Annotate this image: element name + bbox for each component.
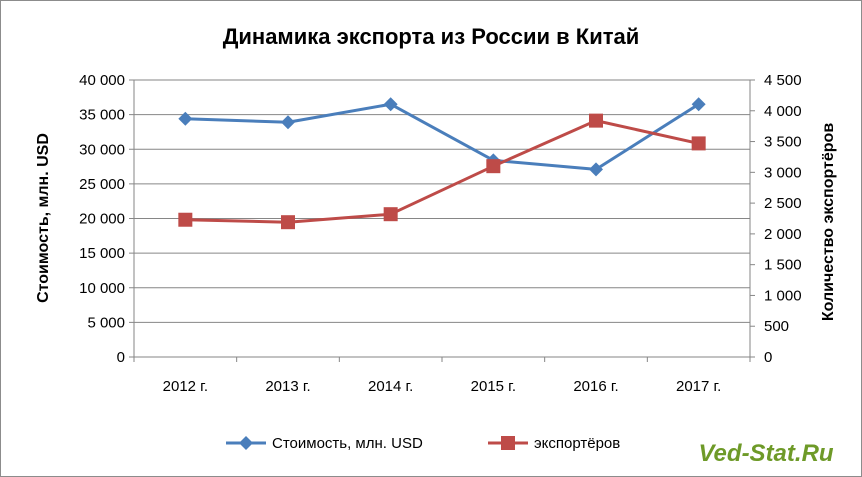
right-tick-label: 3 500 <box>764 134 802 151</box>
chart-title: Динамика экспорта из России в Китай <box>223 24 640 49</box>
right-tick-label: 2 000 <box>764 226 802 243</box>
left-axis-title: Стоимость, млн. USD <box>35 133 52 303</box>
right-axis-title: Количество экспортёров <box>820 123 837 322</box>
right-tick-label: 3 000 <box>764 164 802 181</box>
series-line <box>185 119 699 224</box>
data-point <box>281 115 295 130</box>
left-tick-label: 15 000 <box>79 245 125 262</box>
data-point <box>691 136 706 151</box>
right-tick-label: 2 500 <box>764 195 802 212</box>
data-point <box>691 97 706 112</box>
left-axis-ticks: 0 5 000 10 000 15 000 20 000 25 000 30 000 35 0… <box>79 72 125 366</box>
series-2 <box>178 113 706 230</box>
series-layer <box>178 97 706 230</box>
legend-label: Стоимость, млн. USD <box>272 435 423 452</box>
x-tick-label: 2015 г. <box>471 378 516 395</box>
axes <box>129 79 755 362</box>
data-point <box>281 215 295 230</box>
right-tick-label: 4 500 <box>764 72 802 89</box>
left-tick-label: 40 000 <box>79 72 125 89</box>
x-tick-label: 2014 г. <box>368 378 413 395</box>
series-line <box>185 102 700 171</box>
right-tick-label: 0 <box>764 349 772 366</box>
legend-marker <box>501 436 515 450</box>
data-point <box>383 97 398 112</box>
legend-item: экспортёров <box>488 435 620 452</box>
x-axis-ticks: 2012 г. 2013 г. 2014 г. 2015 г. 2016 г. 2017 … <box>163 378 722 395</box>
left-tick-label: 30 000 <box>79 141 125 158</box>
legend: Стоимость, млн. USD экспортёров <box>226 435 620 452</box>
data-point <box>178 111 193 126</box>
left-tick-label: 10 000 <box>79 280 125 297</box>
data-point <box>589 162 603 177</box>
x-tick-label: 2017 г. <box>676 378 721 395</box>
gridlines <box>134 79 750 323</box>
right-axis-ticks: 0 500 1 000 1 500 2 000 2 500 3 000 3 500 4 000 4… <box>764 72 802 366</box>
data-point <box>486 159 501 174</box>
data-point <box>589 113 603 128</box>
right-tick-label: 500 <box>764 318 789 335</box>
x-tick-label: 2012 г. <box>163 378 208 395</box>
x-tick-label: 2016 г. <box>573 378 618 395</box>
x-tick-label: 2013 г. <box>265 378 310 395</box>
data-point <box>178 212 193 227</box>
watermark-text: Ved-Stat.Ru <box>698 440 833 467</box>
data-point <box>383 207 398 222</box>
left-tick-label: 25 000 <box>79 176 125 193</box>
series-1 <box>178 97 706 177</box>
right-tick-label: 1 000 <box>764 287 802 304</box>
left-tick-label: 5 000 <box>87 314 125 331</box>
right-tick-label: 1 500 <box>764 257 802 274</box>
legend-marker <box>239 436 253 450</box>
legend-label: экспортёров <box>534 435 620 452</box>
left-tick-label: 35 000 <box>79 107 125 124</box>
left-tick-label: 20 000 <box>79 211 125 228</box>
legend-item: Стоимость, млн. USD <box>226 435 423 452</box>
left-tick-label: 0 <box>117 349 125 366</box>
right-tick-label: 4 000 <box>764 103 802 120</box>
